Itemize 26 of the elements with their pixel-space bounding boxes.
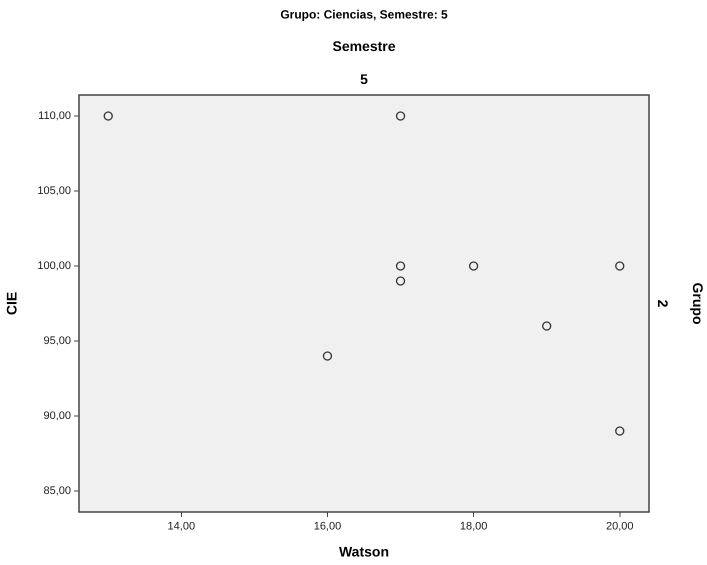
point [396,111,406,121]
point [322,351,332,361]
text: 5 [360,70,368,87]
point [396,261,406,271]
y-tick-label: 100,00 [37,260,71,272]
chart-title: Grupo: Ciencias, Semestre: 5 [280,7,448,22]
text: Semestre [332,38,396,54]
x-tick-label: 20,00 [606,520,634,533]
point [542,321,552,331]
x-tick-label: 14,00 [168,520,196,533]
point [396,276,406,286]
x-tick-label: 18,00 [460,520,488,533]
y-axis-title: CIE [3,292,20,316]
y-tick-label: 110,00 [38,110,71,122]
x-axis-title: Watson [338,543,390,560]
point [615,261,624,271]
x-tick-label: 16,00 [314,520,342,533]
y-tick-label: 85,00 [43,485,71,498]
text: 2 [655,300,672,308]
point [615,426,624,436]
y-tick-label: 105,00 [37,185,71,198]
point [468,261,478,271]
y-tick-label: 95,00 [43,335,71,348]
y-tick-label: 90,00 [43,410,71,422]
point [104,111,113,121]
text: Grupo [690,282,706,324]
